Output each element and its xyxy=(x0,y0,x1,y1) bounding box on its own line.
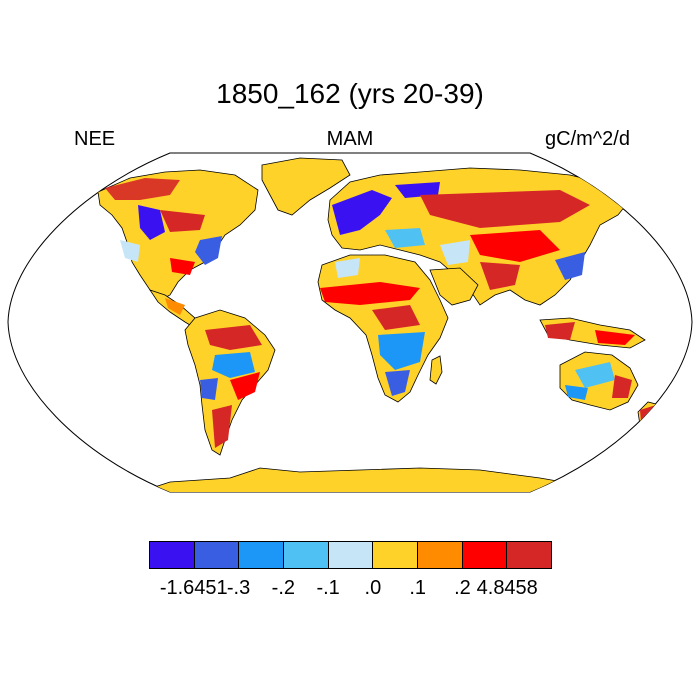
colorbar-box-7 xyxy=(462,542,508,568)
colorbar-tick-label: 4.8458 xyxy=(476,577,538,599)
units-label: gC/m^2/d xyxy=(545,128,630,150)
colorbar-box-8 xyxy=(507,542,552,568)
nee-value-patches xyxy=(105,178,656,448)
colorbar-tick-label: -.2 xyxy=(271,577,295,599)
colorbar-box-3 xyxy=(284,542,329,568)
colorbar-box-0 xyxy=(150,542,195,568)
colorbar-tick-label: -.1 xyxy=(316,577,340,599)
colorbar-tick-label: -.3 xyxy=(226,577,251,599)
plot-title: 1850_162 (yrs 20-39) xyxy=(216,78,484,109)
season-label: MAM xyxy=(326,128,374,150)
colorbar-tick-label: .1 xyxy=(409,577,426,599)
colorbar-box-2 xyxy=(239,542,285,568)
variable-label: NEE xyxy=(74,128,116,150)
madagascar xyxy=(429,355,443,385)
arabia xyxy=(429,267,479,306)
colorbar-tick-label: -1.6451 xyxy=(159,577,228,599)
colorbar-box-5 xyxy=(373,542,419,568)
colorbar-box-1 xyxy=(194,542,240,568)
colorbar-tick-label: .0 xyxy=(364,577,382,599)
colorbar-box-4 xyxy=(328,542,374,568)
colorbar xyxy=(149,541,552,569)
greenland xyxy=(261,157,351,216)
colorbar-box-6 xyxy=(418,542,463,568)
colorbar-tick-label: .2 xyxy=(454,577,471,599)
